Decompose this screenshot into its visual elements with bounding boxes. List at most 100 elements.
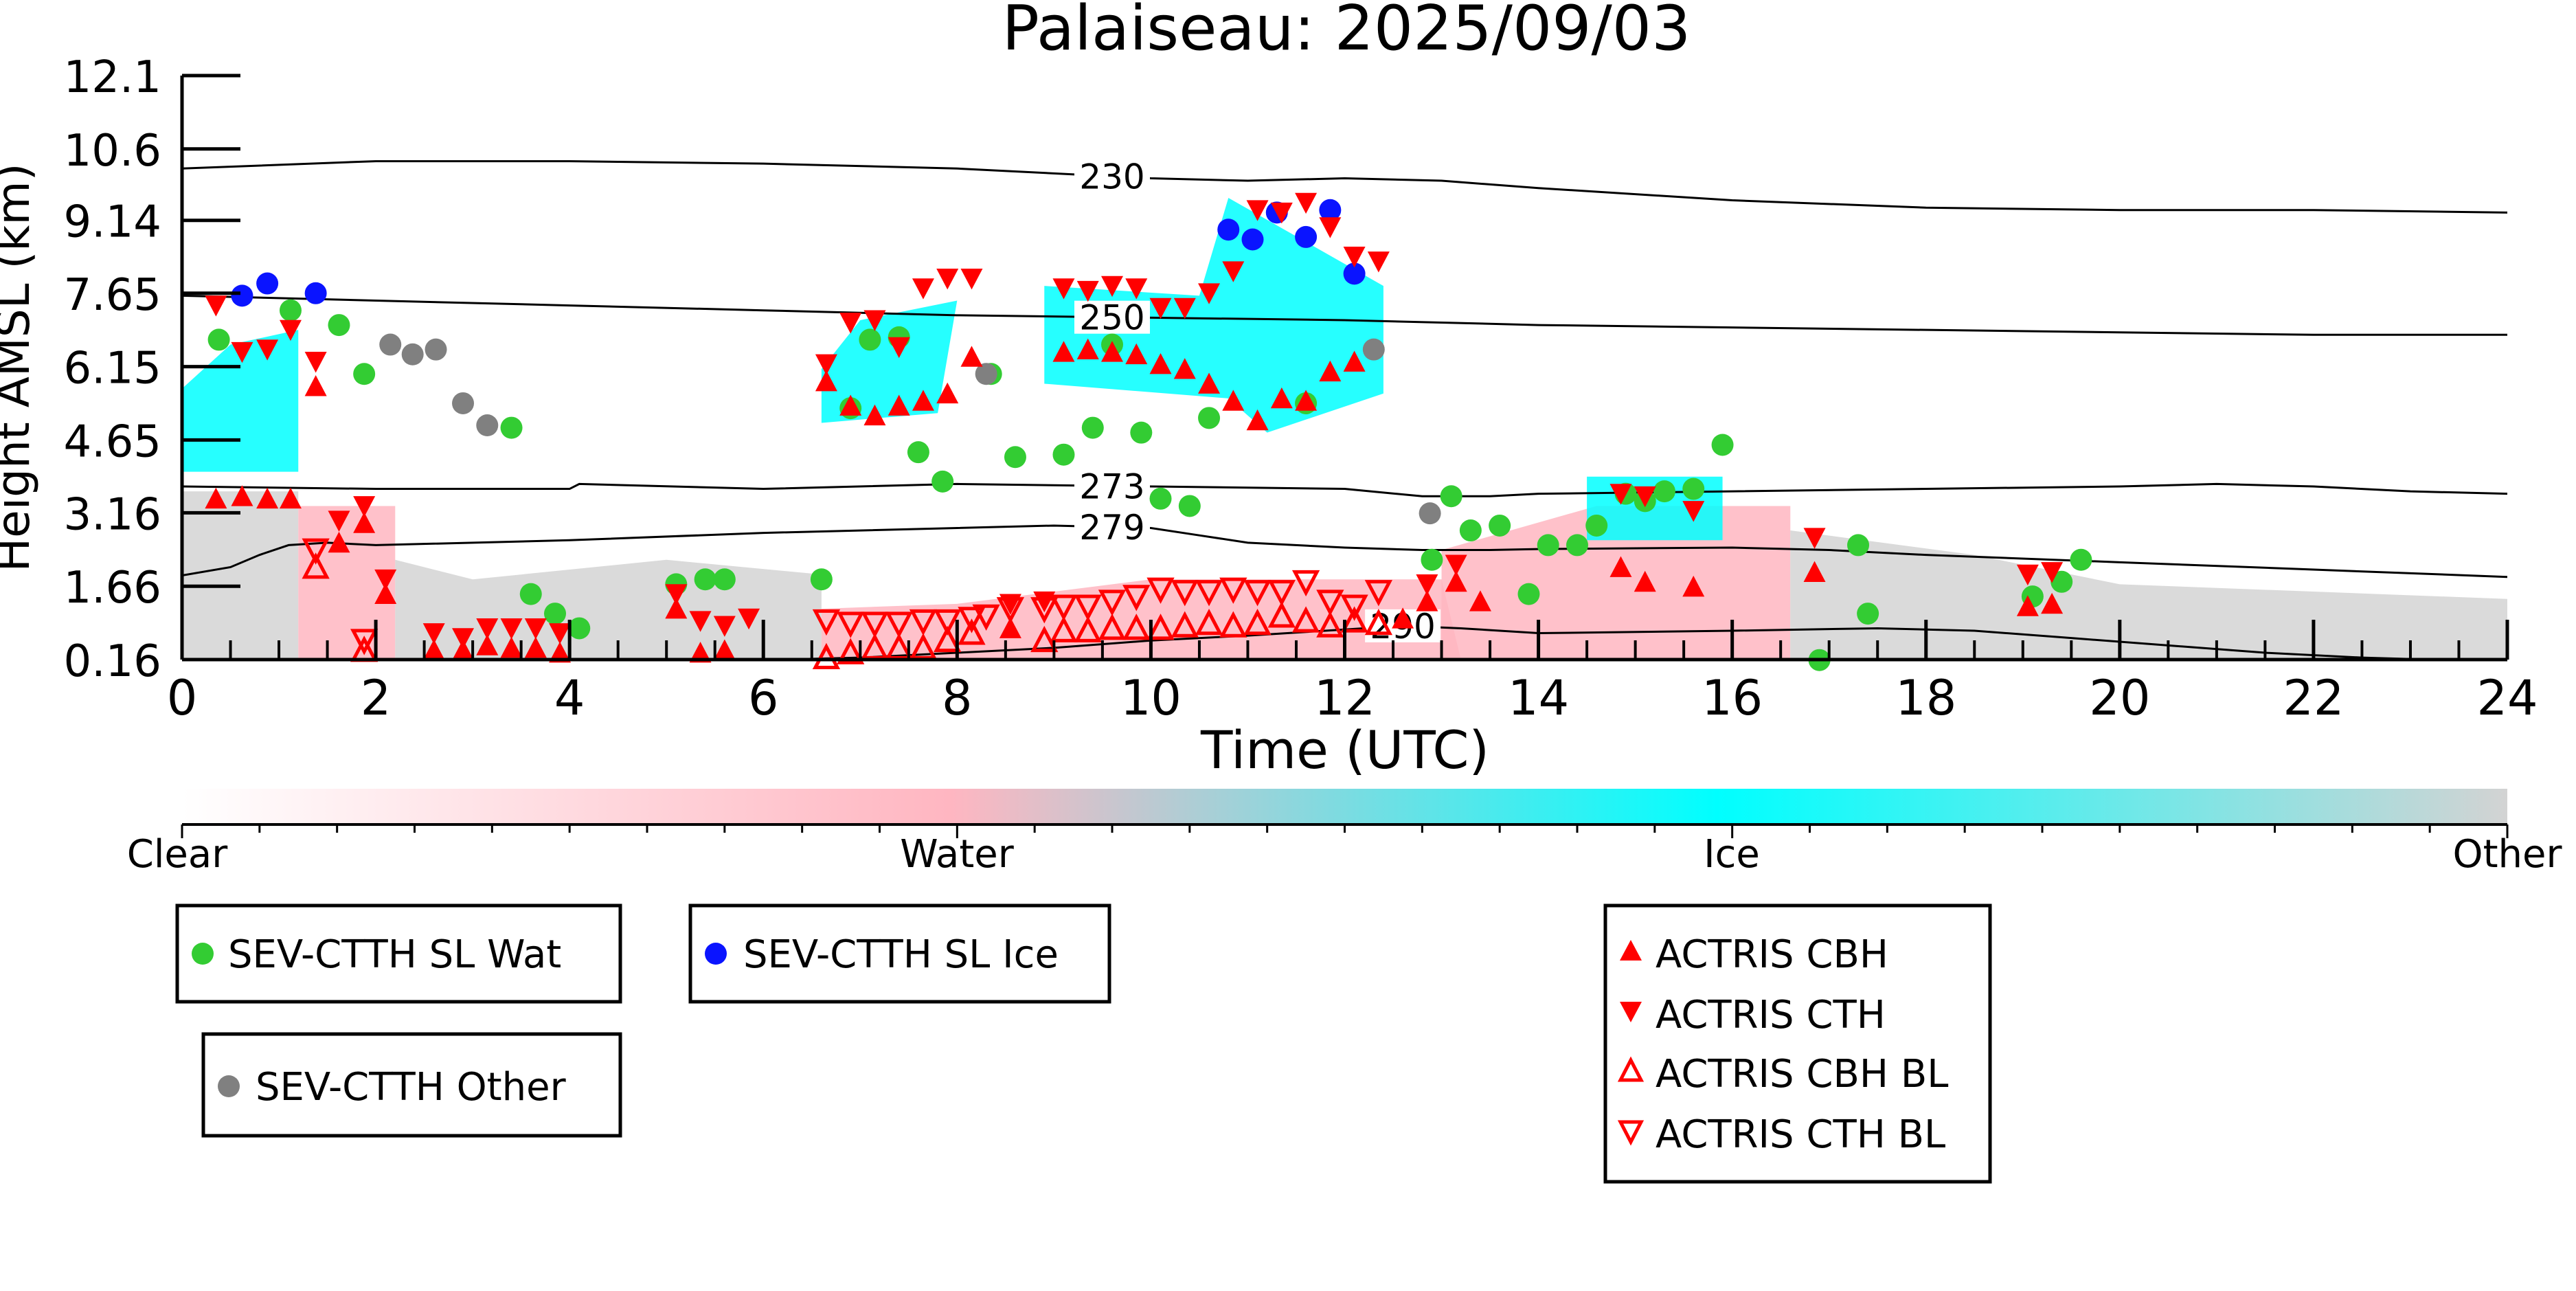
marker-actris-cth	[936, 269, 959, 290]
legend-marker-cbh	[1620, 940, 1642, 961]
marker-sev-ctth-sl-ice	[1319, 199, 1342, 221]
marker-actris-cth	[738, 608, 760, 630]
marker-actris-cbh	[476, 634, 499, 655]
marker-actris-cbh	[231, 485, 253, 506]
marker-actris-cth	[1222, 261, 1245, 282]
marker-sev-ctth-sl-ice	[304, 282, 327, 304]
legend-box	[201, 1032, 622, 1138]
marker-sev-ctth-sl-wat	[1711, 434, 1734, 456]
x-axis-label: Time (UTC)	[1200, 719, 1489, 781]
marker-actris-cbh	[1634, 570, 1656, 592]
y-tick-label: 9.14	[64, 197, 162, 248]
y-tick-label: 1.66	[64, 563, 162, 614]
marker-sev-ctth-sl-wat	[1857, 603, 1879, 625]
contour-label-bg	[1074, 469, 1150, 503]
marker-sev-ctth-sl-ice	[1241, 228, 1264, 251]
x-tick-label: 8	[942, 670, 973, 726]
marker-sev-ctth-sl-wat	[500, 416, 523, 439]
marker-actris-cbh	[549, 642, 572, 663]
marker-sev-ctth-other	[425, 338, 447, 361]
marker-actris-cbh-bl	[837, 638, 865, 664]
marker-actris-cth-bl	[1195, 580, 1223, 607]
marker-actris-cth-bl	[1050, 594, 1078, 621]
marker-actris-cth-bl	[837, 611, 865, 638]
marker-actris-cbh	[713, 639, 736, 660]
marker-sev-ctth-sl-wat	[907, 441, 929, 464]
cloud-region	[1441, 506, 1791, 660]
marker-sev-ctth-sl-ice	[1217, 218, 1240, 241]
marker-actris-cbh-bl	[1030, 625, 1059, 653]
marker-actris-cth	[960, 269, 983, 290]
x-tick-label: 6	[748, 670, 779, 726]
marker-sev-ctth-sl-ice	[1343, 262, 1366, 285]
marker-actris-cbh	[1469, 590, 1491, 611]
marker-actris-cbh	[2041, 592, 2064, 614]
marker-actris-cbh	[374, 583, 397, 605]
contour-line	[182, 160, 2507, 214]
y-axis-label: Height AMSL (km)	[0, 164, 40, 572]
marker-actris-cbh	[863, 404, 886, 426]
cloud-region	[298, 506, 396, 660]
legend-box	[1603, 903, 1992, 1184]
marker-actris-cbh-bl	[1122, 614, 1151, 640]
legend-sev-ctth-other: SEV-CTTH Other	[201, 1032, 622, 1138]
y-tick-label: 12.1	[64, 52, 162, 103]
legend-sev-ctth-wat: SEV-CTTH SL Wat	[175, 903, 622, 1004]
marker-actris-cbh	[1319, 360, 1342, 382]
marker-actris-cth	[2016, 564, 2039, 586]
marker-actris-cth	[1246, 200, 1269, 221]
marker-actris-cth	[1343, 247, 1366, 268]
x-tick-label: 12	[1314, 670, 1375, 726]
marker-actris-cth-bl	[1030, 597, 1059, 624]
marker-sev-ctth-sl-wat	[859, 328, 881, 351]
legend-label-cth-bl: ACTRIS CTH BL	[1656, 1112, 1945, 1157]
marker-actris-cth	[1125, 278, 1148, 300]
marker-actris-cth	[1416, 574, 1438, 596]
marker-actris-cth	[205, 295, 227, 317]
marker-actris-cbh-bl	[1340, 606, 1368, 633]
marker-actris-cbh	[256, 487, 279, 509]
marker-actris-cth	[1101, 276, 1123, 298]
marker-actris-cth	[1609, 484, 1632, 505]
colorbar	[182, 789, 2507, 824]
marker-sev-ctth-sl-wat	[1537, 534, 1559, 557]
marker-actris-cbh-bl	[1146, 614, 1175, 640]
marker-actris-cbh	[1173, 358, 1196, 379]
marker-actris-cbh	[1246, 409, 1269, 431]
marker-actris-cth	[231, 341, 253, 363]
marker-actris-cbh	[1198, 372, 1221, 394]
marker-actris-cth	[1803, 528, 1826, 549]
marker-actris-cth	[888, 337, 910, 359]
marker-actris-cth-bl	[972, 604, 1000, 631]
marker-actris-cbh	[2016, 595, 2039, 616]
marker-sev-ctth-sl-wat	[1585, 514, 1608, 537]
marker-actris-cth	[1295, 192, 1318, 214]
marker-actris-cth-bl	[350, 629, 379, 655]
marker-actris-cbh-bl	[812, 642, 841, 670]
marker-actris-cbh	[1609, 556, 1632, 577]
marker-actris-cth-bl	[812, 609, 841, 636]
marker-actris-cth	[1367, 251, 1390, 273]
marker-sev-ctth-sl-ice	[231, 284, 253, 307]
marker-sev-ctth-sl-wat	[279, 299, 302, 322]
y-tick-label: 3.16	[64, 489, 162, 540]
marker-actris-cth	[2041, 562, 2064, 583]
marker-actris-cbh-bl	[1074, 616, 1102, 642]
marker-actris-cbh-bl	[1316, 611, 1344, 638]
marker-sev-ctth-sl-wat	[1081, 416, 1104, 439]
marker-actris-cbh	[1101, 341, 1123, 362]
marker-sev-ctth-sl-wat	[810, 568, 833, 591]
marker-sev-ctth-sl-wat	[1052, 443, 1075, 466]
marker-actris-cbh	[1295, 390, 1318, 411]
legend-marker-wat	[192, 943, 214, 965]
marker-actris-cth	[256, 339, 279, 361]
marker-actris-cth-bl	[1364, 580, 1393, 607]
colorbar-label-ice: Ice	[1704, 832, 1760, 877]
markers-layer	[205, 192, 2092, 671]
marker-actris-cth	[476, 618, 499, 640]
marker-sev-ctth-sl-wat	[1847, 534, 1870, 557]
legend-box	[688, 903, 1111, 1004]
legend-label-ice: SEV-CTTH SL Ice	[743, 932, 1059, 977]
cloud-region	[1790, 530, 2507, 660]
marker-sev-ctth-sl-wat	[1440, 485, 1462, 508]
